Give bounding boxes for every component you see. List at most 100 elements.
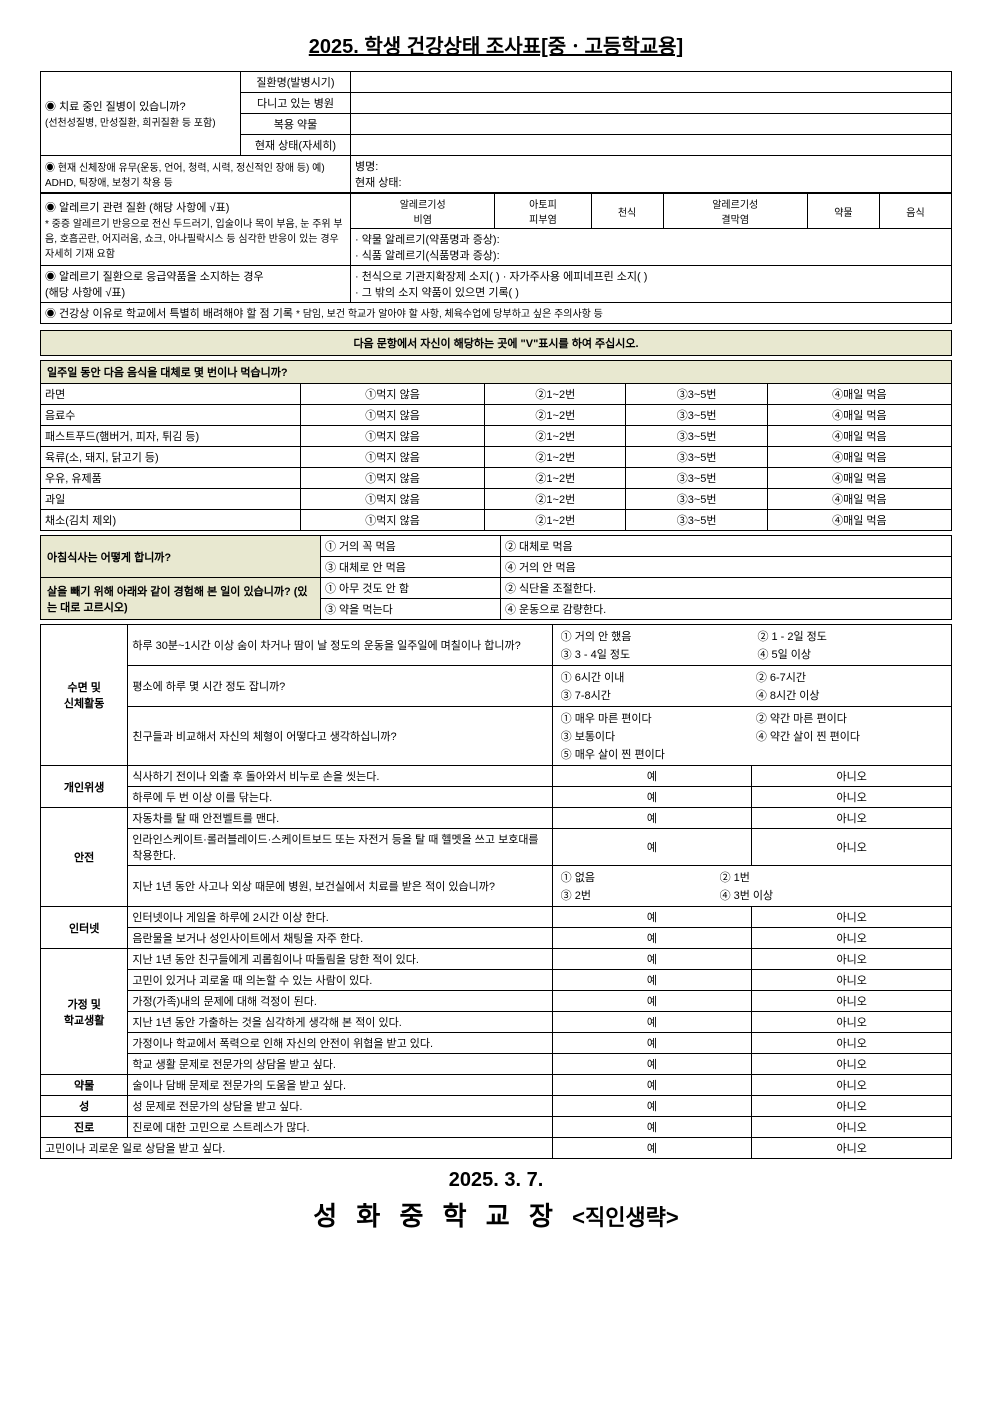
allergy-col-5[interactable]: 음식 xyxy=(879,194,951,229)
cat-yes-4-0[interactable]: 예 xyxy=(552,949,752,970)
breakfast-opt-0[interactable]: ① 거의 꼭 먹음 xyxy=(321,536,501,557)
food-opt-0-2[interactable]: ③3~5번 xyxy=(626,384,767,405)
allergy-col-1[interactable]: 아토피 피부염 xyxy=(495,194,591,229)
emergency-detail[interactable]: · 천식으로 기관지확장제 소지( ) · 자가주사용 에피네프린 소지( ) … xyxy=(351,266,952,303)
allergy-col-3[interactable]: 알레르기성 결막염 xyxy=(663,194,807,229)
food-opt-5-1[interactable]: ②1~2번 xyxy=(485,489,626,510)
cat-yes-1-0[interactable]: 예 xyxy=(552,766,752,787)
cat-opt-0-1-1[interactable]: ② 6-7시간 xyxy=(752,668,947,686)
cat-opt-0-2-1[interactable]: ② 약간 마른 편이다 xyxy=(752,709,947,727)
cat-no-4-2[interactable]: 아니오 xyxy=(752,991,952,1012)
cat-no-4-1[interactable]: 아니오 xyxy=(752,970,952,991)
disease-val-2[interactable] xyxy=(351,114,952,135)
cat-opt-2-2-2[interactable]: ③ 2번 xyxy=(557,886,716,904)
cat-yes-3-1[interactable]: 예 xyxy=(552,928,752,949)
food-opt-2-0[interactable]: ①먹지 않음 xyxy=(301,426,485,447)
cat-no-4-0[interactable]: 아니오 xyxy=(752,949,952,970)
cat-no-2-0[interactable]: 아니오 xyxy=(752,808,952,829)
cat-q-7-0: 진로에 대한 고민으로 스트레스가 많다. xyxy=(128,1117,552,1138)
cat-opt-0-2-4[interactable]: ⑤ 매우 살이 찐 편이다 xyxy=(557,745,752,763)
food-opt-1-2[interactable]: ③3~5번 xyxy=(626,405,767,426)
cat-yes-1-1[interactable]: 예 xyxy=(552,787,752,808)
cat-opt-2-2-1[interactable]: ② 1번 xyxy=(716,868,947,886)
food-opt-5-0[interactable]: ①먹지 않음 xyxy=(301,489,485,510)
cat-yes-7-0[interactable]: 예 xyxy=(552,1117,752,1138)
cat-opt-0-1-3[interactable]: ④ 8시간 이상 xyxy=(752,686,947,704)
cat-yes-4-1[interactable]: 예 xyxy=(552,970,752,991)
disease-val-0[interactable] xyxy=(351,72,952,93)
cat-opt-0-1-2[interactable]: ③ 7-8시간 xyxy=(557,686,752,704)
food-opt-4-3[interactable]: ④매일 먹음 xyxy=(767,468,951,489)
food-opt-1-1[interactable]: ②1~2번 xyxy=(485,405,626,426)
food-opt-4-2[interactable]: ③3~5번 xyxy=(626,468,767,489)
diet-opt-2[interactable]: ③ 약을 먹는다 xyxy=(321,599,501,620)
cat-yes-2-0[interactable]: 예 xyxy=(552,808,752,829)
food-opt-1-0[interactable]: ①먹지 않음 xyxy=(301,405,485,426)
cat-opt-2-2-3[interactable]: ④ 3번 이상 xyxy=(716,886,947,904)
food-opt-3-2[interactable]: ③3~5번 xyxy=(626,447,767,468)
food-opt-1-3[interactable]: ④매일 먹음 xyxy=(767,405,951,426)
cat-no-1-0[interactable]: 아니오 xyxy=(752,766,952,787)
cat-opt-0-2-2[interactable]: ③ 보통이다 xyxy=(557,727,752,745)
food-opt-2-1[interactable]: ②1~2번 xyxy=(485,426,626,447)
food-opt-5-2[interactable]: ③3~5번 xyxy=(626,489,767,510)
medical-info-table: ◉ 치료 중인 질병이 있습니까? (선천성질병, 만성질환, 희귀질환 등 포… xyxy=(40,71,952,193)
allergy-col-2[interactable]: 천식 xyxy=(591,194,663,229)
cat-no-6-0[interactable]: 아니오 xyxy=(752,1096,952,1117)
cat-yes-4-3[interactable]: 예 xyxy=(552,1012,752,1033)
food-opt-6-0[interactable]: ①먹지 않음 xyxy=(301,510,485,531)
food-opt-2-2[interactable]: ③3~5번 xyxy=(626,426,767,447)
cat-yes-6-0[interactable]: 예 xyxy=(552,1096,752,1117)
cat-no-3-0[interactable]: 아니오 xyxy=(752,907,952,928)
food-opt-6-1[interactable]: ②1~2번 xyxy=(485,510,626,531)
cat-yes-2-1[interactable]: 예 xyxy=(552,829,752,866)
cat-no-3-1[interactable]: 아니오 xyxy=(752,928,952,949)
cat-no-2-1[interactable]: 아니오 xyxy=(752,829,952,866)
lastq-no[interactable]: 아니오 xyxy=(752,1138,952,1159)
cat-no-5-0[interactable]: 아니오 xyxy=(752,1075,952,1096)
cat-opt-0-0-2[interactable]: ③ 3 - 4일 정도 xyxy=(557,645,754,663)
cat-no-7-0[interactable]: 아니오 xyxy=(752,1117,952,1138)
food-opt-3-1[interactable]: ②1~2번 xyxy=(485,447,626,468)
cat-no-1-1[interactable]: 아니오 xyxy=(752,787,952,808)
cat-opt-0-0-0[interactable]: ① 거의 안 했음 xyxy=(557,627,754,645)
food-opt-6-2[interactable]: ③3~5번 xyxy=(626,510,767,531)
cat-opt-0-2-0[interactable]: ① 매우 마른 편이다 xyxy=(557,709,752,727)
lastq-yes[interactable]: 예 xyxy=(552,1138,752,1159)
cat-yes-4-2[interactable]: 예 xyxy=(552,991,752,1012)
breakfast-opt-2[interactable]: ③ 대체로 안 먹음 xyxy=(321,557,501,578)
allergy-col-0[interactable]: 알레르기성 비염 xyxy=(351,194,495,229)
cat-opt-0-1-0[interactable]: ① 6시간 이내 xyxy=(557,668,752,686)
food-opt-4-1[interactable]: ②1~2번 xyxy=(485,468,626,489)
breakfast-opt-1[interactable]: ② 대체로 먹음 xyxy=(501,536,952,557)
food-opt-0-1[interactable]: ②1~2번 xyxy=(485,384,626,405)
food-opt-5-3[interactable]: ④매일 먹음 xyxy=(767,489,951,510)
cat-yes-4-4[interactable]: 예 xyxy=(552,1033,752,1054)
cat-yes-3-0[interactable]: 예 xyxy=(552,907,752,928)
cat-opt-0-2-3[interactable]: ④ 약간 살이 찐 편이다 xyxy=(752,727,947,745)
cat-opt-2-2-0[interactable]: ① 없음 xyxy=(557,868,716,886)
diet-opt-1[interactable]: ② 식단을 조절한다. xyxy=(501,578,952,599)
allergy-col-4[interactable]: 약물 xyxy=(807,194,879,229)
cat-yes-4-5[interactable]: 예 xyxy=(552,1054,752,1075)
cat-yes-5-0[interactable]: 예 xyxy=(552,1075,752,1096)
diet-opt-0[interactable]: ① 아무 것도 안 함 xyxy=(321,578,501,599)
cat-opt-0-0-1[interactable]: ② 1 - 2일 정도 xyxy=(753,627,947,645)
cat-opt-0-0-3[interactable]: ④ 5일 이상 xyxy=(753,645,947,663)
cat-no-4-4[interactable]: 아니오 xyxy=(752,1033,952,1054)
food-opt-2-3[interactable]: ④매일 먹음 xyxy=(767,426,951,447)
food-opt-6-3[interactable]: ④매일 먹음 xyxy=(767,510,951,531)
allergy-details[interactable]: · 약물 알레르기(약품명과 증상): · 식품 알레르기(식품명과 증상): xyxy=(351,229,952,266)
food-opt-3-3[interactable]: ④매일 먹음 xyxy=(767,447,951,468)
food-opt-3-0[interactable]: ①먹지 않음 xyxy=(301,447,485,468)
diet-opt-3[interactable]: ④ 운동으로 감량한다. xyxy=(501,599,952,620)
disease-val-1[interactable] xyxy=(351,93,952,114)
food-opt-0-0[interactable]: ①먹지 않음 xyxy=(301,384,485,405)
cat-no-4-5[interactable]: 아니오 xyxy=(752,1054,952,1075)
disability-detail[interactable]: 병명: 현재 상태: xyxy=(351,156,952,193)
disease-val-3[interactable] xyxy=(351,135,952,156)
food-opt-4-0[interactable]: ①먹지 않음 xyxy=(301,468,485,489)
breakfast-opt-3[interactable]: ④ 거의 안 먹음 xyxy=(501,557,952,578)
food-opt-0-3[interactable]: ④매일 먹음 xyxy=(767,384,951,405)
cat-no-4-3[interactable]: 아니오 xyxy=(752,1012,952,1033)
